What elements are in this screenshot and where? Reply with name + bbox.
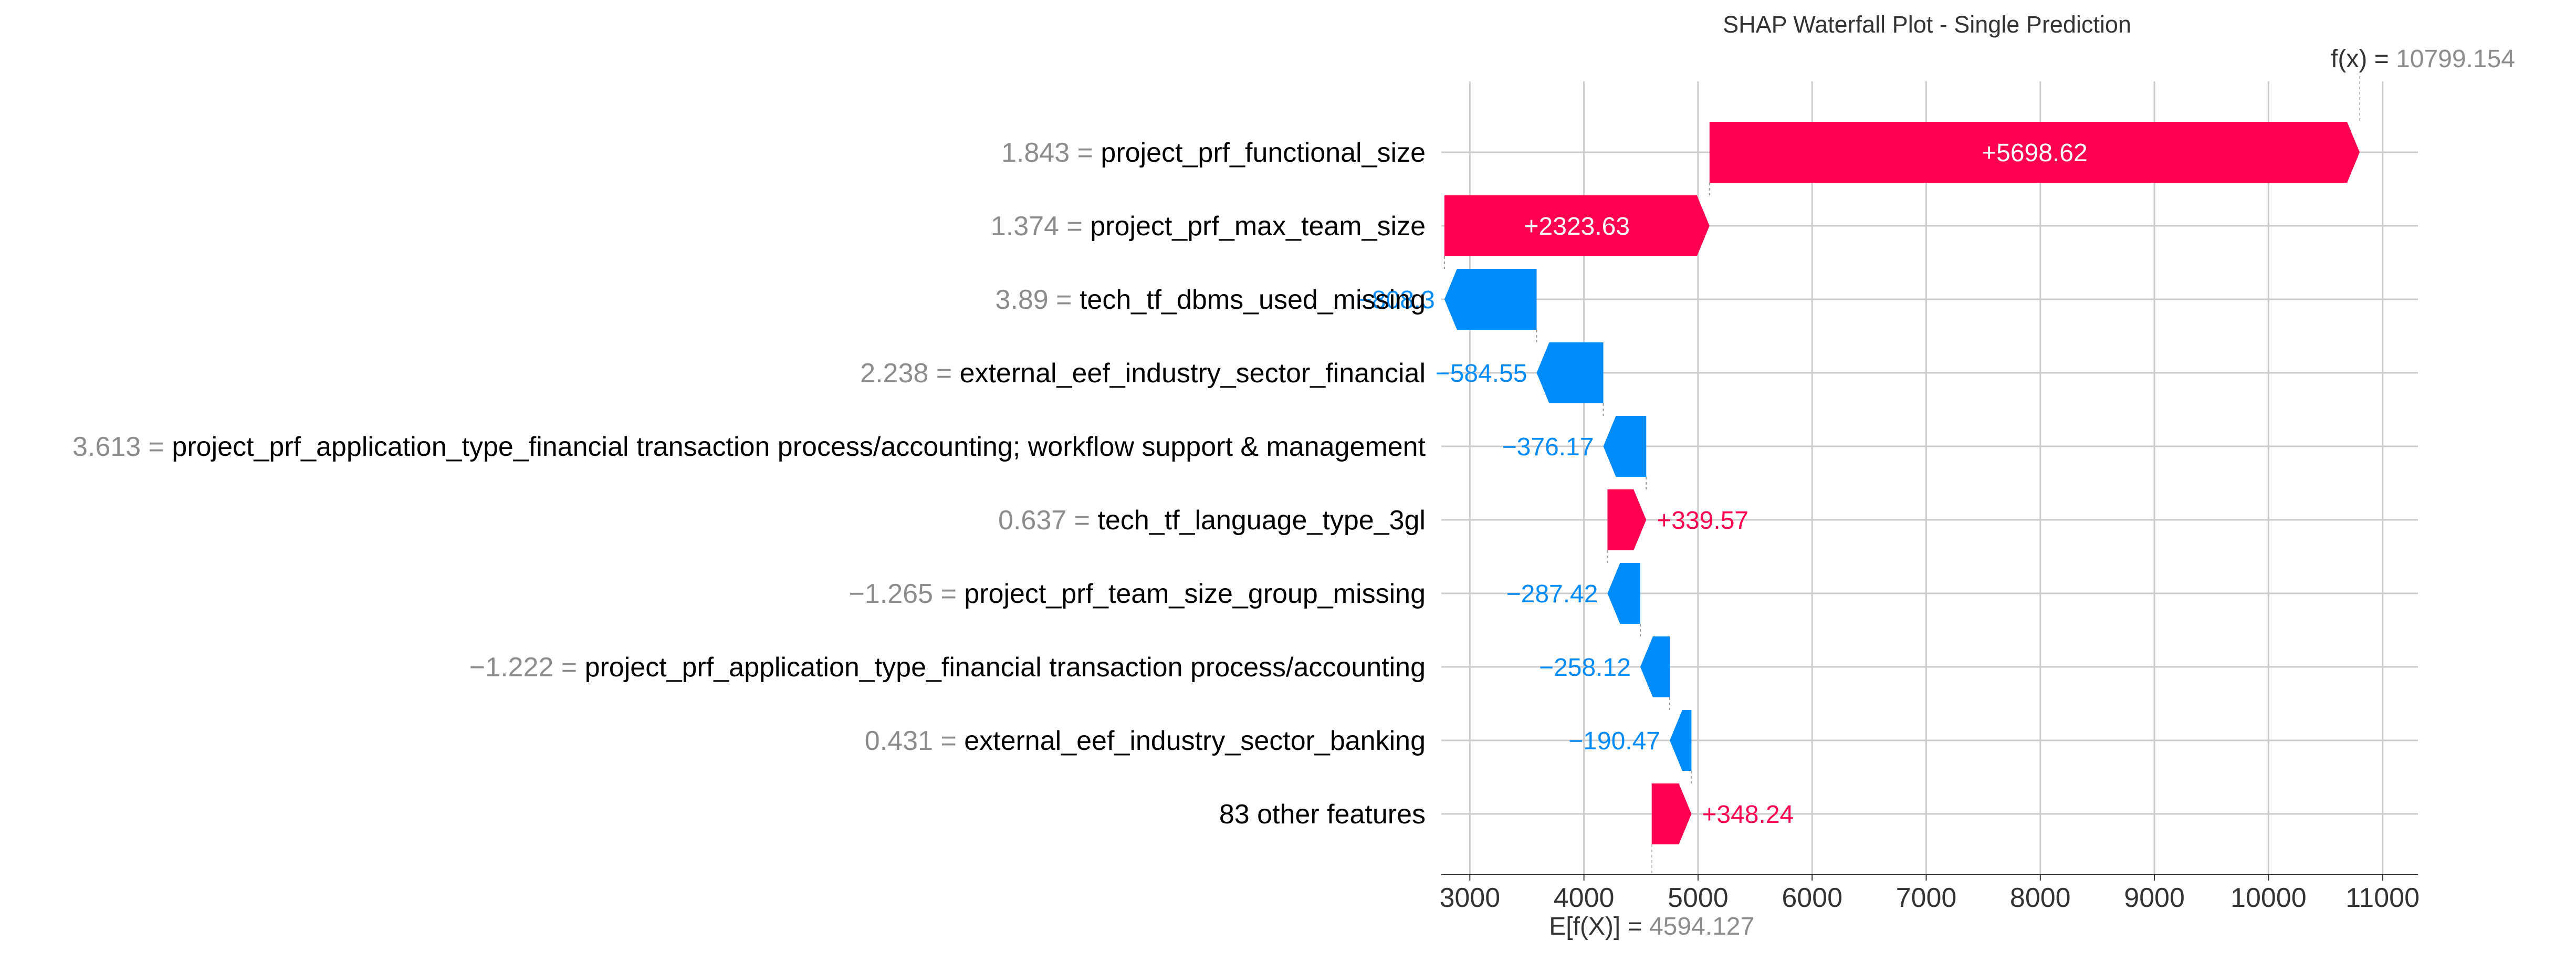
feature-name: project_prf_max_team_size [1090,211,1426,242]
x-axis: 3000 4000 5000 6000 7000 8000 9000 10000 11000 E[… [1439,874,2420,940]
bar-value-label: −376.17 [1502,433,1594,461]
negative-bar [1444,269,1537,330]
feature-value: 3.613 [72,432,141,462]
x-tick-label: 4000 [1554,883,1615,913]
equals-sign: = [141,432,172,462]
x-tick-label: 8000 [2010,883,2071,913]
feature-name: external_eef_industry_sector_financial [960,358,1426,389]
feature-name: project_prf_team_size_group_missing [964,579,1426,609]
feature-label: 1.843 = project_prf_functional_size [1001,138,1426,168]
equals-sign: = [1070,138,1101,168]
x-tick-label: 6000 [1782,883,1842,913]
bar-value-label: −584.55 [1436,360,1527,388]
feature-label: 83 other features [1219,799,1426,830]
feature-value: 3.89 [995,285,1048,315]
x-tick-label: 7000 [1896,883,1957,913]
output-value-label: f(x) = 10799.154 [2331,45,2515,73]
bar-value-label: −808.3 [1357,286,1435,314]
feature-name: project_prf_functional_size [1101,138,1426,168]
output-value-name: f(x) = [2331,45,2396,73]
bar-value-label: +2323.63 [1524,213,1630,240]
output-value-number: 10799.154 [2396,45,2515,73]
feature-value: 0.637 [998,505,1066,536]
chart-title: SHAP Waterfall Plot - Single Prediction [1723,11,2131,38]
feature-value: 2.238 [860,358,928,389]
negative-bar [1603,416,1647,477]
base-value-number: 4594.127 [1649,913,1754,940]
equals-sign: = [1049,285,1080,315]
feature-value: 1.843 [1001,138,1070,168]
feature-name: external_eef_industry_sector_banking [964,726,1426,756]
negative-bar [1640,636,1670,697]
feature-name: tech_tf_dbms_used_missing [1080,285,1426,315]
feature-label: 0.637 = tech_tf_language_type_3gl [998,505,1426,536]
feature-name: project_prf_application_type_financial t… [172,432,1426,462]
equals-sign: = [933,726,964,756]
feature-label: 2.238 = external_eef_industry_sector_fin… [860,358,1426,389]
base-value-label: E[f(X)] = 4594.127 [1549,913,1754,940]
feature-name: project_prf_application_type_financial t… [585,652,1426,683]
equals-sign: = [1059,211,1090,242]
feature-value: 0.431 [865,726,933,756]
feature-value: −1.222 [469,652,554,683]
positive-bar [1709,122,2360,183]
feature-name: tech_tf_language_type_3gl [1097,505,1426,536]
positive-bar [1607,489,1647,550]
negative-bar [1536,342,1604,403]
label-layer: +5698.62 1.843 = project_prf_functional_s… [72,45,2515,830]
feature-value: −1.265 [849,579,934,609]
x-tick-label: 9000 [2124,883,2185,913]
negative-bar [1669,710,1692,771]
base-value-name: E[f(X)] = [1549,913,1649,940]
bar-value-label: +339.57 [1657,507,1748,535]
feature-value: 1.374 [991,211,1059,242]
x-tick-label: 3000 [1439,883,1500,913]
positive-bar [1651,783,1692,844]
feature-label: 1.374 = project_prf_max_team_size [991,211,1426,242]
feature-label: 3.89 = tech_tf_dbms_used_missing [995,285,1426,315]
bar-value-label: +348.24 [1702,801,1794,829]
bar-value-label: −287.42 [1506,580,1598,608]
equals-sign: = [1066,505,1097,536]
equals-sign: = [928,358,959,389]
feature-label: 3.613 = project_prf_application_type_fin… [72,432,1426,462]
bar-value-label: +5698.62 [1982,139,2088,167]
feature-label: −1.265 = project_prf_team_size_group_mis… [849,579,1426,609]
feature-name: 83 other features [1219,799,1426,830]
x-tick-label: 11000 [2345,883,2420,913]
equals-sign: = [933,579,964,609]
bar-value-label: −190.47 [1568,727,1660,755]
positive-bar [1444,195,1710,256]
bar-layer [1444,122,2360,844]
equals-sign: = [553,652,584,683]
feature-label: −1.222 = project_prf_application_type_fi… [469,652,1426,683]
bar-value-label: −258.12 [1539,654,1631,682]
x-tick-label: 10000 [2231,883,2307,913]
negative-bar [1607,563,1640,624]
x-tick-label: 5000 [1668,883,1729,913]
feature-label: 0.431 = external_eef_industry_sector_ban… [865,726,1426,756]
